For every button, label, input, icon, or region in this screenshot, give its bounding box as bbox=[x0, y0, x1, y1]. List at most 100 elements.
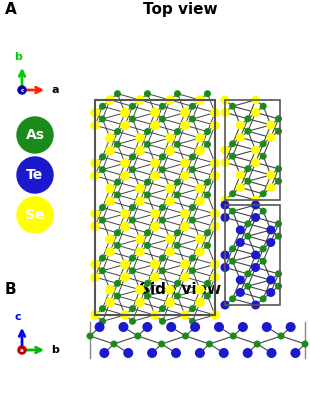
Circle shape bbox=[189, 267, 196, 274]
Circle shape bbox=[275, 233, 282, 240]
Circle shape bbox=[260, 245, 267, 252]
Circle shape bbox=[105, 298, 115, 307]
Circle shape bbox=[105, 234, 115, 244]
Circle shape bbox=[165, 184, 175, 193]
Circle shape bbox=[204, 179, 211, 186]
Circle shape bbox=[220, 108, 229, 117]
Circle shape bbox=[129, 153, 136, 160]
Circle shape bbox=[90, 222, 100, 231]
Circle shape bbox=[90, 108, 100, 118]
Circle shape bbox=[165, 285, 175, 294]
Circle shape bbox=[90, 158, 100, 168]
Circle shape bbox=[195, 298, 205, 307]
Circle shape bbox=[150, 272, 160, 282]
Circle shape bbox=[251, 250, 260, 260]
Circle shape bbox=[150, 120, 160, 130]
Circle shape bbox=[260, 258, 267, 265]
Circle shape bbox=[244, 283, 251, 290]
Circle shape bbox=[99, 103, 106, 110]
Circle shape bbox=[275, 270, 282, 277]
Circle shape bbox=[105, 196, 115, 206]
Circle shape bbox=[262, 322, 272, 332]
Circle shape bbox=[195, 95, 205, 105]
Circle shape bbox=[251, 158, 260, 167]
Text: B: B bbox=[5, 282, 17, 297]
Circle shape bbox=[220, 250, 229, 260]
Circle shape bbox=[229, 103, 236, 110]
Circle shape bbox=[220, 158, 229, 167]
Circle shape bbox=[105, 133, 115, 143]
Circle shape bbox=[236, 276, 245, 284]
Circle shape bbox=[243, 348, 253, 358]
Circle shape bbox=[244, 178, 251, 185]
Circle shape bbox=[204, 192, 211, 198]
Circle shape bbox=[275, 128, 282, 135]
Circle shape bbox=[229, 258, 236, 265]
Circle shape bbox=[135, 146, 145, 155]
Circle shape bbox=[236, 288, 245, 297]
Circle shape bbox=[229, 245, 236, 252]
Circle shape bbox=[118, 322, 128, 332]
Circle shape bbox=[174, 229, 181, 236]
Circle shape bbox=[150, 108, 160, 118]
Circle shape bbox=[236, 238, 245, 247]
Circle shape bbox=[99, 217, 106, 224]
Circle shape bbox=[129, 116, 136, 122]
Circle shape bbox=[266, 120, 275, 130]
Circle shape bbox=[159, 166, 166, 173]
Circle shape bbox=[144, 280, 151, 287]
Circle shape bbox=[260, 295, 267, 302]
Circle shape bbox=[114, 141, 121, 148]
Text: Top view: Top view bbox=[143, 2, 217, 17]
Circle shape bbox=[114, 242, 121, 249]
Circle shape bbox=[165, 298, 175, 307]
Circle shape bbox=[90, 171, 100, 181]
Circle shape bbox=[189, 166, 196, 173]
Circle shape bbox=[144, 292, 151, 300]
Circle shape bbox=[165, 133, 175, 143]
Circle shape bbox=[90, 272, 100, 282]
Text: a: a bbox=[20, 348, 24, 352]
Circle shape bbox=[120, 108, 130, 118]
Circle shape bbox=[99, 166, 106, 173]
Circle shape bbox=[120, 158, 130, 168]
Circle shape bbox=[165, 196, 175, 206]
Circle shape bbox=[204, 141, 211, 148]
Circle shape bbox=[210, 158, 220, 168]
Circle shape bbox=[244, 270, 251, 277]
Circle shape bbox=[266, 288, 275, 297]
Circle shape bbox=[120, 120, 130, 130]
Circle shape bbox=[135, 234, 145, 244]
Circle shape bbox=[195, 348, 205, 358]
Circle shape bbox=[114, 90, 121, 97]
Circle shape bbox=[182, 332, 189, 340]
Text: Te: Te bbox=[26, 168, 44, 182]
Text: c: c bbox=[15, 312, 21, 322]
Circle shape bbox=[195, 184, 205, 193]
Circle shape bbox=[220, 300, 229, 310]
Circle shape bbox=[90, 209, 100, 218]
Circle shape bbox=[254, 340, 261, 348]
Circle shape bbox=[90, 120, 100, 130]
Circle shape bbox=[251, 213, 260, 222]
Circle shape bbox=[114, 280, 121, 287]
Circle shape bbox=[99, 153, 106, 160]
Text: c: c bbox=[20, 88, 24, 92]
Circle shape bbox=[129, 305, 136, 312]
Circle shape bbox=[266, 226, 275, 234]
Circle shape bbox=[244, 220, 251, 227]
Circle shape bbox=[144, 192, 151, 198]
Circle shape bbox=[135, 184, 145, 193]
Text: b: b bbox=[14, 52, 22, 62]
Circle shape bbox=[190, 322, 200, 332]
Circle shape bbox=[159, 103, 166, 110]
Circle shape bbox=[180, 108, 190, 118]
Circle shape bbox=[204, 128, 211, 135]
Text: Se: Se bbox=[25, 208, 45, 222]
Circle shape bbox=[134, 332, 141, 340]
Circle shape bbox=[120, 272, 130, 282]
Circle shape bbox=[150, 260, 160, 269]
Circle shape bbox=[142, 322, 152, 332]
Circle shape bbox=[238, 322, 248, 332]
Circle shape bbox=[189, 204, 196, 211]
